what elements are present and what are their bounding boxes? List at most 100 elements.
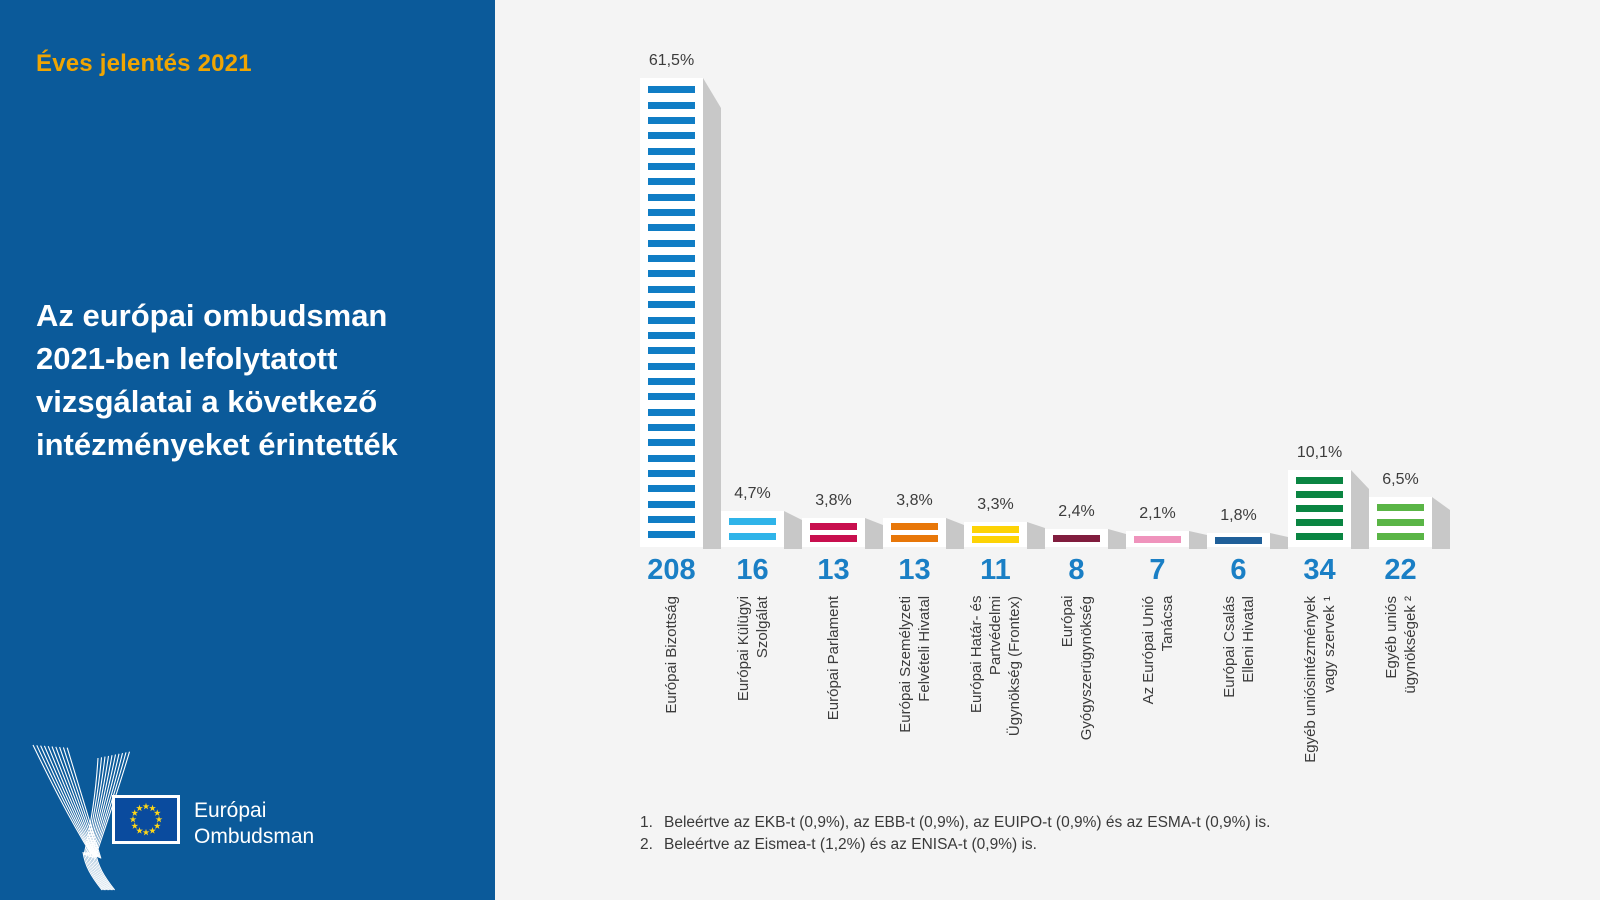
category-label: Az Európai Unió Tanácsa [1117, 596, 1198, 811]
category-label-text: Európai Csalás Elleni Hivatal [1220, 596, 1257, 698]
bar-value-label: 3,3% [977, 496, 1014, 513]
bar-stripe [648, 255, 695, 263]
bar-stripe [1296, 491, 1343, 498]
bar-stripe [648, 331, 695, 339]
bar-column: 61,5% [640, 52, 721, 549]
bar-stripe [1215, 536, 1262, 544]
bar-stripes [1045, 529, 1108, 547]
bar-stripe [648, 408, 695, 416]
bar-stripe [810, 535, 857, 542]
bar [802, 518, 865, 547]
bar-3d-shadow [784, 511, 802, 549]
bar-stripe [648, 86, 695, 94]
bar-3d-shadow [703, 78, 721, 549]
bar-stripe [648, 347, 695, 355]
bar-3d-shadow [1432, 497, 1450, 549]
category-label: Egyéb uniósintézmények vagy szervek ¹ [1279, 596, 1360, 811]
bar [964, 522, 1027, 547]
bar-stripe [1377, 518, 1424, 526]
bar-stripe [648, 101, 695, 109]
category-label-text: Egyéb uniósintézmények vagy szervek ¹ [1301, 596, 1338, 763]
bar-stripe [648, 485, 695, 493]
category-label-text: Az Európai Unió Tanácsa [1139, 596, 1176, 705]
bar-value-label: 2,1% [1139, 505, 1176, 522]
category-label-text: Európai Határ- és Partvédelmi Ügynökség … [968, 596, 1023, 737]
bar-stripe [1296, 519, 1343, 526]
bar-stripe [1296, 533, 1343, 540]
category-label-text: Európai Parlament [825, 596, 842, 721]
bar-stripe [729, 518, 776, 526]
footnote-1-marker: 1. [640, 814, 653, 831]
category-label: Európai Parlament [793, 596, 874, 811]
bar-column: 3,3% [964, 496, 1045, 549]
bar-column: 10,1% [1288, 444, 1369, 549]
logo-wordmark-line1: Európai [194, 799, 267, 822]
bar-stripe [1053, 534, 1100, 542]
bar-stripe [972, 536, 1019, 544]
bar-count-label: 22 [1384, 554, 1417, 586]
category-label: Európai Gyógyszerügynökség [1036, 596, 1117, 811]
bar-stripe [648, 239, 695, 247]
bar-stripe [891, 523, 938, 530]
bar-stripe [648, 500, 695, 508]
footnote-1: 1. Beleértve az EKB-t (0,9%), az EBB-t (… [640, 812, 1270, 834]
bar-stripe [1296, 505, 1343, 512]
bar-stripe [648, 393, 695, 401]
bar-count-label: 208 [647, 554, 696, 586]
bar-value-label: 6,5% [1382, 471, 1419, 488]
page-title-line: Az európai ombudsman [36, 298, 388, 333]
bar-stripe [810, 523, 857, 530]
bar [1288, 470, 1351, 547]
bar [721, 511, 784, 547]
bar-column: 3,8% [883, 492, 964, 549]
count-row: 208 16 13 13 11 8 7 6 34 22 [640, 554, 1460, 588]
bar-stripes [1369, 497, 1432, 547]
footnote-2: 2. Beleértve az Eismea-t (1,2%) és az EN… [640, 834, 1270, 856]
bar-stripe [1377, 532, 1424, 540]
bar-stripes [964, 522, 1027, 547]
bar-stripe [648, 117, 695, 125]
bar-stripes [802, 518, 865, 547]
category-label-row: Európai Bizottság Európai Külügyi Szolgál… [640, 596, 1460, 811]
bar-stripe [648, 132, 695, 140]
page-title-line: intézményeket érintették [36, 427, 398, 462]
bar-value-label: 1,8% [1220, 507, 1257, 524]
bar-column: 3,8% [802, 492, 883, 549]
bar-column: 6,5% [1369, 471, 1450, 549]
category-label: Európai Csalás Elleni Hivatal [1198, 596, 1279, 811]
bar-stripe [648, 439, 695, 447]
footnote-1-text: Beleértve az EKB-t (0,9%), az EBB-t (0,9… [664, 814, 1271, 831]
category-label-text: Egyéb uniós ügynökségek ² [1382, 596, 1419, 694]
bar-stripe [648, 454, 695, 462]
bar-stripe [648, 224, 695, 232]
bar-count-label: 6 [1230, 554, 1247, 586]
bar-stripe [1377, 504, 1424, 512]
category-label-text: Európai Bizottság [663, 596, 680, 714]
ombudsman-logo: Európai Ombudsman [0, 0, 495, 900]
bar-value-label: 2,4% [1058, 503, 1095, 520]
bar [1126, 531, 1189, 547]
footnote-2-marker: 2. [640, 836, 653, 853]
bar-stripe [648, 316, 695, 324]
bar-3d-shadow [1189, 531, 1207, 549]
bar-stripe [648, 163, 695, 171]
bar [640, 78, 703, 547]
chart-panel: 61,5% 4,7% 3,8% 3,8% 3,3% 2,4% 2,1% 1,8% 10,1% 6,… [495, 0, 1600, 900]
category-label: Európai Személyzeti Felvételi Hivatal [874, 596, 955, 811]
bar-column: 1,8% [1207, 507, 1288, 549]
bar-stripes [640, 78, 703, 547]
bar [1207, 533, 1270, 547]
bar-value-label: 10,1% [1296, 444, 1343, 461]
bar-stripe [648, 531, 695, 539]
category-label-text: Európai Külügyi Szolgálat [734, 596, 771, 702]
page-title: Az európai ombudsman 2021-ben lefolytatot… [36, 294, 491, 466]
bar-column: 2,4% [1045, 503, 1126, 549]
bar-stripe [648, 285, 695, 293]
footnotes: 1. Beleértve az EKB-t (0,9%), az EBB-t (… [640, 812, 1270, 856]
bar-chart: 61,5% 4,7% 3,8% 3,8% 3,3% 2,4% 2,1% 1,8% 10,1% 6,… [640, 0, 1460, 549]
bar-stripe [648, 301, 695, 309]
bar-stripe [648, 270, 695, 278]
bar-stripes [721, 511, 784, 547]
bar-stripes [1126, 531, 1189, 547]
bar-stripe [648, 515, 695, 523]
